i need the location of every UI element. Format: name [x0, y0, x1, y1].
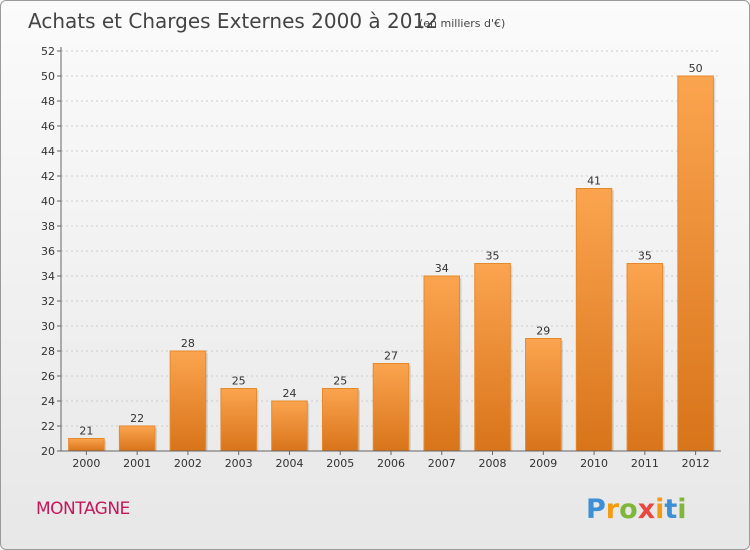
y-tick-label: 24	[41, 395, 55, 408]
logo-letter: P	[586, 494, 606, 525]
data-label: 25	[232, 375, 246, 388]
logo-letter: x	[638, 494, 655, 525]
bar	[525, 338, 562, 452]
data-label: 34	[435, 262, 449, 275]
x-tick-label: 2007	[428, 457, 456, 470]
x-tick-label: 2001	[123, 457, 151, 470]
bar	[372, 363, 410, 452]
proxiti-logo: Proxiti	[586, 494, 687, 525]
y-tick-label: 42	[41, 170, 55, 183]
x-axis: 2000 2001 2002 2003 2004 2005 2006 2007 2008 2009…	[61, 450, 721, 470]
bar	[220, 388, 257, 452]
chart-title: Achats et Charges Externes 2000 à 2012	[28, 9, 438, 33]
x-tick-label: 2003	[225, 457, 253, 470]
data-label: 41	[587, 175, 601, 188]
bar	[575, 188, 613, 452]
x-tick-label: 2004	[275, 457, 303, 470]
x-tick-label: 2006	[377, 457, 405, 470]
bar	[118, 425, 156, 452]
y-tick-label: 28	[41, 345, 55, 358]
bars: 21 22 28 25 24 25 27 34 35 29 41 35 50	[68, 62, 716, 452]
y-tick-label: 52	[41, 45, 55, 58]
bar	[68, 438, 105, 452]
bar	[474, 263, 511, 452]
grid-lines	[61, 50, 721, 452]
data-label: 25	[333, 375, 347, 388]
y-tick-label: 26	[41, 370, 55, 383]
x-tick-label: 2012	[682, 457, 710, 470]
y-tick-label: 46	[41, 120, 55, 133]
y-axis: 20 22 24 26 28 30 32 34 36 38 40 42 44 46 48 50 52	[41, 45, 62, 458]
y-tick-label: 34	[41, 270, 55, 283]
y-tick-label: 36	[41, 245, 55, 258]
commune-name: MONTAGNE	[36, 499, 130, 519]
y-tick-label: 40	[41, 195, 55, 208]
y-tick-label: 30	[41, 320, 55, 333]
bar	[321, 388, 359, 452]
x-tick-label: 2008	[479, 457, 507, 470]
logo-letter: o	[619, 494, 638, 525]
y-tick-label: 50	[41, 70, 55, 83]
y-tick-label: 22	[41, 420, 55, 433]
x-tick-label: 2005	[326, 457, 354, 470]
logo-letter: r	[606, 494, 620, 525]
y-tick-label: 38	[41, 220, 55, 233]
y-tick-label: 32	[41, 295, 55, 308]
data-label: 22	[130, 412, 144, 425]
bar	[271, 400, 308, 452]
chart-subtitle: (en milliers d'€)	[419, 17, 505, 30]
bar	[677, 75, 714, 452]
bar	[423, 275, 461, 452]
data-label: 28	[181, 337, 195, 350]
logo-letter: i	[677, 494, 686, 525]
x-tick-label: 2011	[631, 457, 659, 470]
data-label: 27	[384, 350, 398, 363]
x-tick-label: 2010	[580, 457, 608, 470]
y-tick-label: 44	[41, 145, 55, 158]
bar	[626, 263, 664, 452]
y-tick-label: 20	[41, 445, 55, 458]
bar	[169, 350, 207, 452]
data-label: 35	[638, 250, 652, 263]
data-label: 35	[486, 250, 500, 263]
data-label: 24	[282, 387, 296, 400]
data-label: 21	[79, 425, 93, 438]
x-tick-label: 2009	[529, 457, 557, 470]
y-tick-label: 48	[41, 95, 55, 108]
logo-letter: i	[655, 494, 664, 525]
logo-letter: t	[664, 494, 677, 525]
x-tick-label: 2000	[72, 457, 100, 470]
x-tick-label: 2002	[174, 457, 202, 470]
data-label: 50	[689, 62, 703, 75]
data-label: 29	[536, 325, 550, 338]
